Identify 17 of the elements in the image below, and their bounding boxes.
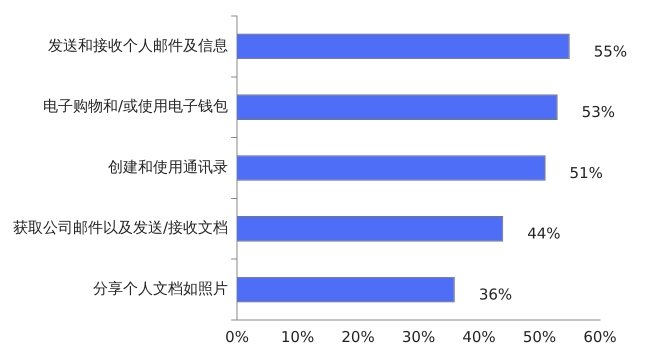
data-label: 53% bbox=[582, 103, 615, 122]
y-tick-label: 创建和使用通讯录 bbox=[108, 158, 228, 176]
y-tick-label: 发送和接收个人邮件及信息 bbox=[48, 36, 228, 54]
x-tick-label: 0% bbox=[225, 328, 249, 346]
x-tick-label: 30% bbox=[402, 328, 436, 346]
x-tick-label: 50% bbox=[522, 328, 556, 346]
x-tick-label: 20% bbox=[341, 328, 375, 346]
data-label: 51% bbox=[570, 164, 603, 182]
data-label: 55% bbox=[594, 42, 628, 60]
y-tick-label: 获取公司邮件以及发送/接收文档 bbox=[12, 218, 228, 237]
y-tick-label: 分享个人文档如照片 bbox=[93, 279, 228, 298]
data-label: 36% bbox=[478, 285, 512, 304]
x-tick-label: 60% bbox=[583, 328, 617, 346]
data-label: 44% bbox=[527, 224, 561, 243]
y-tick-label: 电子购物和/或使用电子钱包 bbox=[42, 97, 228, 116]
x-tick-label: 10% bbox=[280, 328, 314, 346]
x-tick-label: 40% bbox=[462, 328, 496, 346]
